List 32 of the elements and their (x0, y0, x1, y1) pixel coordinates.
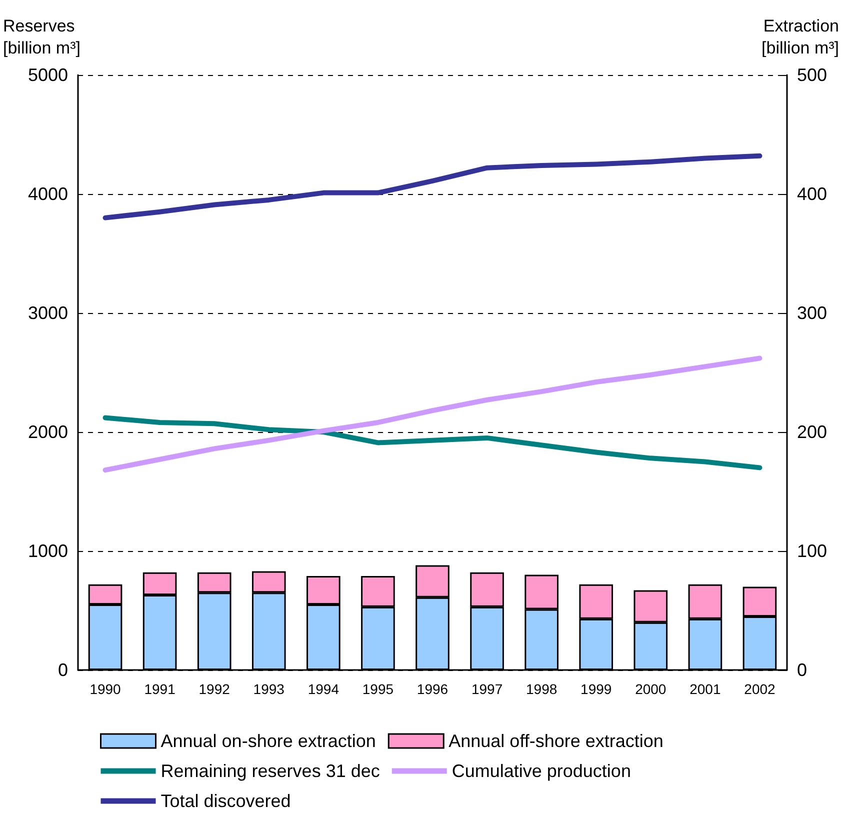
x-tick-label: 1990 (90, 681, 122, 697)
y-tick-label: 2000 (28, 422, 68, 442)
y2-tick-label: 200 (797, 422, 828, 442)
y-tick-label: 1000 (28, 541, 68, 561)
y-tick-label: 0 (58, 660, 68, 680)
x-tick-label: 1995 (362, 681, 394, 697)
y2-axis-title: Extraction [billion m³] (762, 16, 839, 58)
x-tick-label: 1993 (253, 681, 285, 697)
x-tick-label: 1992 (198, 681, 230, 697)
legend-label: Total discovered (160, 791, 291, 811)
legend-label: Annual on-shore extraction (160, 731, 376, 751)
x-tick-label: 2001 (690, 681, 721, 697)
x-tick-label: 1998 (526, 681, 558, 697)
y2-tick-label: 0 (797, 660, 808, 680)
x-tick-label: 2000 (635, 681, 666, 697)
x-tick-label: 1999 (580, 681, 612, 697)
y-axis-title: Reserves [billion m³] (3, 16, 80, 58)
x-tick-label: 2002 (744, 681, 776, 697)
y-tick-label: 4000 (28, 184, 68, 204)
legend-label: Remaining reserves 31 dec (160, 761, 380, 781)
x-tick-label: 1994 (308, 681, 340, 697)
y2-tick-label: 100 (797, 541, 828, 561)
x-tick-label: 1991 (144, 681, 176, 697)
y-tick-label: 5000 (28, 65, 68, 85)
x-tick-label: 1996 (416, 681, 448, 697)
legend-label: Cumulative production (452, 761, 631, 781)
y2-tick-label: 500 (797, 65, 828, 85)
x-tick-label: 1997 (471, 681, 503, 697)
legend-label: Annual off-shore extraction (448, 731, 664, 751)
y2-tick-label: 300 (797, 303, 828, 323)
y-tick-label: 3000 (28, 303, 68, 323)
y2-tick-label: 400 (797, 184, 828, 204)
